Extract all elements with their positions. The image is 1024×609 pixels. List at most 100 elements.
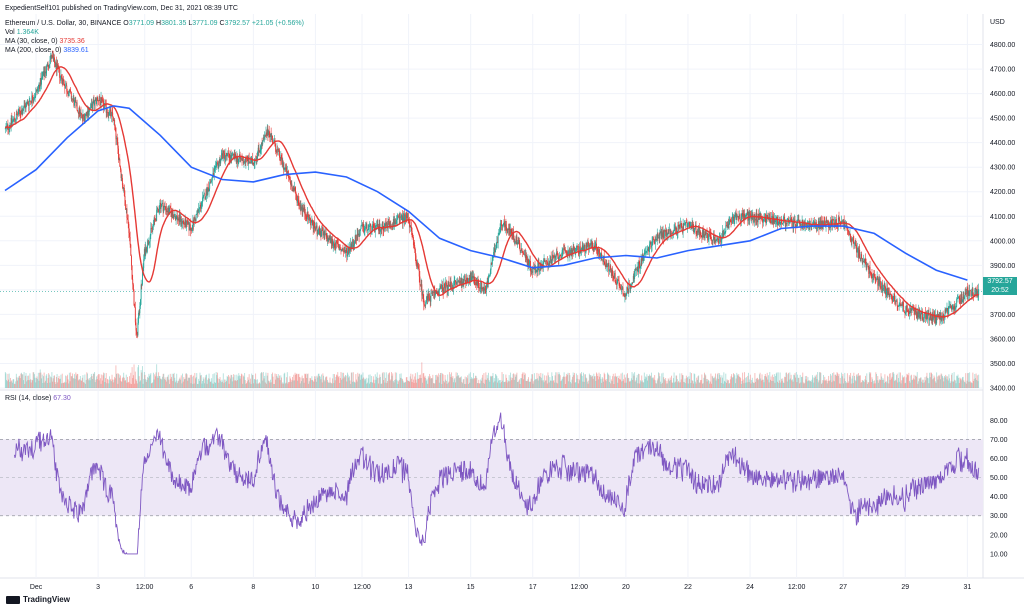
volume-bar: [923, 382, 925, 388]
candle-body: [892, 300, 894, 302]
volume-bar: [497, 378, 499, 388]
volume-bar: [63, 383, 64, 388]
candle-body: [51, 55, 53, 59]
volume-bar: [613, 383, 615, 388]
volume-bar: [631, 372, 633, 388]
candle-body: [54, 63, 56, 67]
candle-body: [682, 223, 684, 233]
volume-bar: [839, 383, 841, 388]
candle-body: [763, 219, 765, 221]
volume-bar: [974, 374, 976, 388]
volume-bar: [530, 381, 531, 388]
volume-bar: [63, 381, 65, 388]
candle-body: [442, 285, 443, 292]
volume-bar: [14, 383, 16, 388]
candle-body: [495, 248, 497, 250]
volume-bar: [87, 378, 89, 388]
volume-bar: [586, 378, 588, 388]
candle-body: [210, 181, 212, 184]
candle-body: [704, 231, 706, 239]
volume-bar: [124, 380, 126, 388]
volume-bar: [41, 378, 42, 388]
volume-bar: [169, 373, 171, 388]
candle-body: [848, 230, 850, 233]
candle-body: [516, 236, 518, 245]
volume-bar: [11, 382, 13, 388]
candle-body: [261, 142, 263, 145]
candle-body: [128, 223, 130, 233]
volume-bar: [91, 376, 93, 388]
price-tick-label: 3900.00: [990, 263, 1015, 270]
volume-bar: [641, 380, 643, 388]
volume-bar: [460, 376, 462, 388]
volume-bar: [564, 376, 566, 388]
candle-body: [853, 241, 855, 244]
volume-bar: [843, 383, 844, 388]
candle-body: [116, 138, 118, 140]
volume-bar: [289, 376, 291, 388]
volume-bar: [357, 376, 359, 388]
volume-bar: [744, 377, 746, 388]
volume-bar: [316, 375, 318, 388]
candle-body: [357, 234, 359, 236]
volume-bar: [194, 372, 196, 388]
volume-bar: [100, 383, 102, 388]
candle-body: [87, 110, 89, 115]
candle-body: [817, 221, 819, 227]
candle-body: [849, 234, 851, 235]
volume-bar: [931, 372, 932, 388]
volume-bar: [480, 380, 482, 388]
volume-bar: [629, 381, 631, 388]
candle-body: [244, 160, 246, 162]
volume-bar: [266, 375, 268, 388]
candle-body: [757, 219, 758, 223]
candle-body: [832, 218, 834, 221]
candle-body: [41, 76, 43, 78]
candle-body: [472, 276, 474, 279]
volume-bar: [662, 372, 664, 388]
volume-bar: [13, 383, 15, 388]
volume-bar: [508, 375, 510, 388]
tradingview-logo[interactable]: TradingView: [6, 595, 70, 604]
volume-bar: [679, 373, 681, 388]
candle-body: [727, 223, 729, 229]
candle-body: [865, 258, 866, 264]
candle-body: [199, 204, 201, 208]
candle-body: [416, 263, 418, 267]
candle-body: [605, 263, 607, 268]
volume-bar: [447, 374, 449, 388]
volume-bar: [420, 374, 421, 388]
candle-body: [838, 217, 840, 220]
volume-bar: [290, 381, 292, 388]
candle-body: [406, 216, 408, 218]
volume-bar: [17, 377, 19, 388]
volume-bar: [248, 379, 249, 388]
candle-body: [8, 127, 10, 130]
volume-bar: [848, 375, 850, 388]
volume-bar: [681, 373, 683, 388]
candle-body: [119, 166, 121, 170]
candles[interactable]: [4, 50, 980, 339]
volume-bar: [638, 374, 640, 388]
candle-body: [892, 299, 894, 302]
candle-body: [894, 301, 896, 303]
volume-bar: [400, 377, 401, 388]
candle-body: [641, 258, 643, 261]
volume-bar: [765, 376, 767, 388]
volume-bar: [460, 377, 462, 388]
candle-body: [412, 237, 414, 246]
volume-bar: [861, 379, 863, 388]
candle-body: [582, 245, 584, 251]
candle-body: [889, 293, 891, 298]
candle-body: [145, 247, 147, 252]
volume-bar: [418, 378, 420, 388]
candle-body: [760, 215, 762, 219]
candle-body: [653, 239, 655, 244]
candle-body: [710, 234, 712, 240]
candle-body: [753, 214, 755, 222]
volume-bar: [500, 380, 502, 388]
volume-bar: [405, 381, 407, 388]
volume-bar: [724, 380, 725, 388]
candle-body: [422, 291, 423, 296]
volume-bar: [130, 383, 132, 388]
